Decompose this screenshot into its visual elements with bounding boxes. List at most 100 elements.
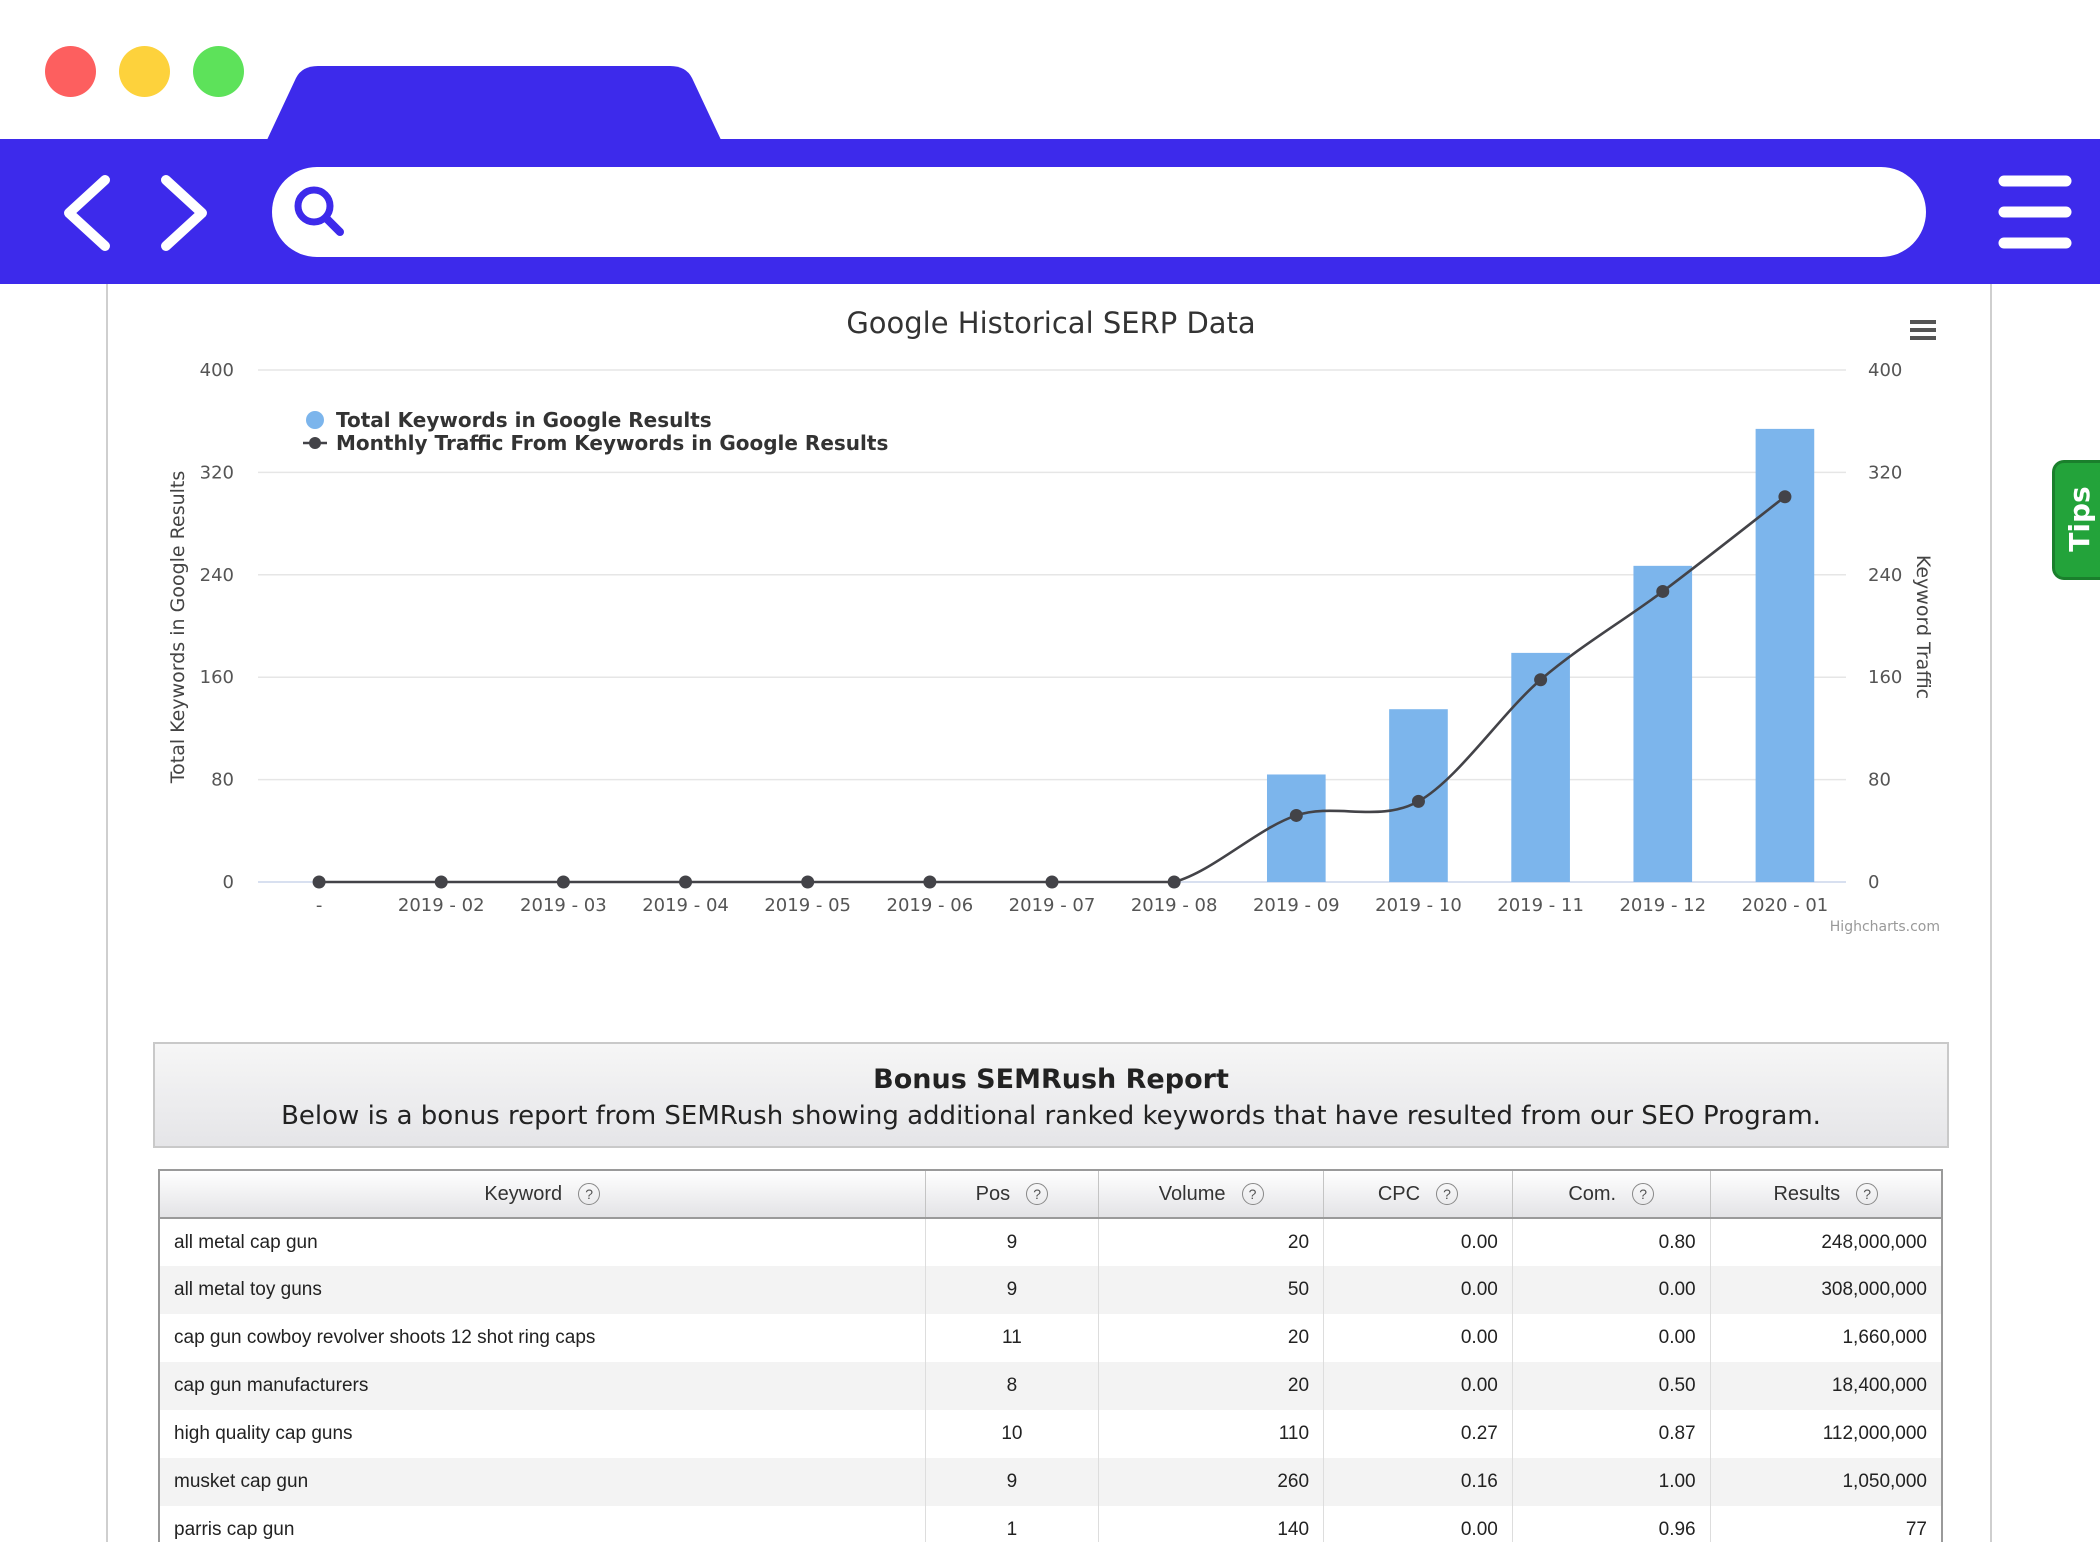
traffic-point[interactable] xyxy=(1411,794,1425,808)
table-header-row: Keyword? Pos? Volume? CPC? Com.? Results… xyxy=(159,1170,1942,1219)
cell-cpc: 0.27 xyxy=(1323,1410,1513,1458)
x-tick-label: 2019 - 05 xyxy=(764,895,851,916)
cell-com: 0.00 xyxy=(1512,1314,1711,1362)
back-arrow-icon[interactable] xyxy=(45,168,135,258)
help-icon[interactable]: ? xyxy=(1241,1183,1264,1206)
traffic-point[interactable] xyxy=(312,875,326,889)
cell-pos: 9 xyxy=(925,1266,1100,1314)
legend-item-keywords[interactable]: Total Keywords in Google Results xyxy=(336,408,712,432)
browser-toolbar xyxy=(0,139,2100,284)
highcharts-credit[interactable]: Highcharts.com xyxy=(1830,919,1940,935)
cell-results: 248,000,000 xyxy=(1821,1231,1927,1253)
cell-cpc: 0.00 xyxy=(1323,1314,1513,1362)
bar-series xyxy=(1266,428,1815,882)
legend-item-traffic[interactable]: Monthly Traffic From Keywords in Google … xyxy=(336,431,888,455)
traffic-point[interactable] xyxy=(923,875,937,889)
help-icon[interactable]: ? xyxy=(578,1183,601,1206)
right-axis-title: Keyword Traffic xyxy=(1912,555,1934,699)
keyword-bar[interactable] xyxy=(1633,565,1693,882)
legend-bar-marker xyxy=(306,411,324,429)
cell-com: 0.80 xyxy=(1512,1218,1711,1266)
help-icon[interactable]: ? xyxy=(1856,1183,1879,1206)
window-maximize-button[interactable] xyxy=(193,46,244,97)
column-header-label: Results xyxy=(1773,1182,1841,1205)
search-icon xyxy=(294,186,344,236)
cell-cpc: 0.00 xyxy=(1323,1506,1513,1542)
keyword-bar[interactable] xyxy=(1755,428,1815,882)
help-icon[interactable]: ? xyxy=(1026,1183,1049,1206)
cell-keyword: cap gun manufacturers xyxy=(159,1362,926,1410)
traffic-point[interactable] xyxy=(801,875,815,889)
x-tick-label: - xyxy=(316,895,323,916)
forward-arrow-icon[interactable] xyxy=(138,168,228,258)
chart-context-menu-icon[interactable] xyxy=(1910,320,1950,348)
cell-pos: 9 xyxy=(925,1218,1100,1266)
right-tick-label: 400 xyxy=(1868,360,1902,381)
cell-pos: 9 xyxy=(925,1458,1100,1506)
cell-com: 0.50 xyxy=(1512,1362,1711,1410)
cell-keyword: high quality cap guns xyxy=(159,1410,926,1458)
cell-volume: 20 xyxy=(1098,1362,1325,1410)
traffic-point[interactable] xyxy=(1656,584,1670,598)
column-header-results[interactable]: Results? xyxy=(1710,1170,1942,1219)
x-tick-label: 2019 - 03 xyxy=(520,895,607,916)
x-tick-label: 2020 - 01 xyxy=(1742,895,1829,916)
left-tick-label: 400 xyxy=(200,360,234,381)
traffic-point[interactable] xyxy=(1045,875,1059,889)
x-tick-label: 2019 - 10 xyxy=(1375,895,1462,916)
cell-results: 112,000,000 xyxy=(1822,1423,1927,1444)
cell-volume: 20 xyxy=(1098,1218,1325,1266)
table-row: all metal cap gun 9 20 0.00 0.80 248,000… xyxy=(159,1218,1942,1266)
column-header-pos[interactable]: Pos? xyxy=(925,1170,1100,1219)
address-input[interactable] xyxy=(362,177,1882,247)
cell-keyword: musket cap gun xyxy=(159,1458,926,1506)
right-tick-label: 320 xyxy=(1868,462,1902,483)
cell-volume: 110 xyxy=(1098,1410,1325,1458)
column-header-cpc[interactable]: CPC? xyxy=(1323,1170,1513,1219)
column-header-label: Keyword xyxy=(484,1182,563,1205)
traffic-point[interactable] xyxy=(434,875,448,889)
x-tick-label: 2019 - 12 xyxy=(1619,895,1706,916)
traffic-point[interactable] xyxy=(1167,875,1181,889)
traffic-point[interactable] xyxy=(1289,808,1303,822)
cell-volume: 260 xyxy=(1098,1458,1325,1506)
cell-results: 77 xyxy=(1905,1518,1927,1540)
chart-grid xyxy=(258,369,1846,883)
window-close-button[interactable] xyxy=(45,46,96,97)
cell-com: 0.87 xyxy=(1512,1410,1711,1458)
cell-results: 308,000,000 xyxy=(1710,1266,1942,1314)
right-tick-label: 0 xyxy=(1868,872,1879,893)
traffic-point[interactable] xyxy=(556,875,570,889)
traffic-point[interactable] xyxy=(679,875,693,889)
help-icon[interactable]: ? xyxy=(1632,1183,1655,1206)
cell-cpc: 0.16 xyxy=(1323,1458,1513,1506)
cell-pos: 1 xyxy=(925,1506,1100,1542)
cell-keyword: parris cap gun xyxy=(159,1506,926,1542)
right-tick-label: 80 xyxy=(1868,770,1891,791)
axis-ticks: 0 80 160 240 320 400 0 80 160 240 320 400 - 2019 - 02… xyxy=(200,360,1903,916)
line-series xyxy=(312,490,1792,889)
left-tick-label: 80 xyxy=(211,770,234,791)
table-row: all metal toy guns 9 50 0.00 0.00 308,00… xyxy=(159,1266,1942,1314)
window-minimize-button[interactable] xyxy=(119,46,170,97)
hamburger-menu-icon[interactable] xyxy=(1998,169,2072,255)
traffic-point[interactable] xyxy=(1534,673,1548,687)
column-header-volume[interactable]: Volume? xyxy=(1098,1170,1325,1219)
help-icon[interactable]: ? xyxy=(1436,1183,1459,1206)
column-header-com[interactable]: Com.? xyxy=(1512,1170,1711,1219)
cell-cpc: 0.00 xyxy=(1323,1218,1513,1266)
address-bar[interactable] xyxy=(272,167,1926,257)
chart-legend[interactable]: Total Keywords in Google Results Monthly… xyxy=(303,408,888,455)
tips-tab[interactable]: Tips xyxy=(2052,460,2100,580)
tips-label: Tips xyxy=(2063,486,2096,552)
left-tick-label: 160 xyxy=(200,667,234,688)
cell-cpc: 0.00 xyxy=(1323,1362,1513,1410)
traffic-point[interactable] xyxy=(1778,490,1792,504)
column-header-keyword[interactable]: Keyword? xyxy=(159,1170,926,1219)
cell-volume: 140 xyxy=(1098,1506,1325,1542)
keyword-bar[interactable] xyxy=(1266,774,1326,882)
cell-results: 1,050,000 xyxy=(1710,1458,1942,1506)
browser-tab[interactable] xyxy=(266,66,722,142)
page-frame-left xyxy=(106,284,108,1542)
keyword-bar[interactable] xyxy=(1511,652,1570,882)
